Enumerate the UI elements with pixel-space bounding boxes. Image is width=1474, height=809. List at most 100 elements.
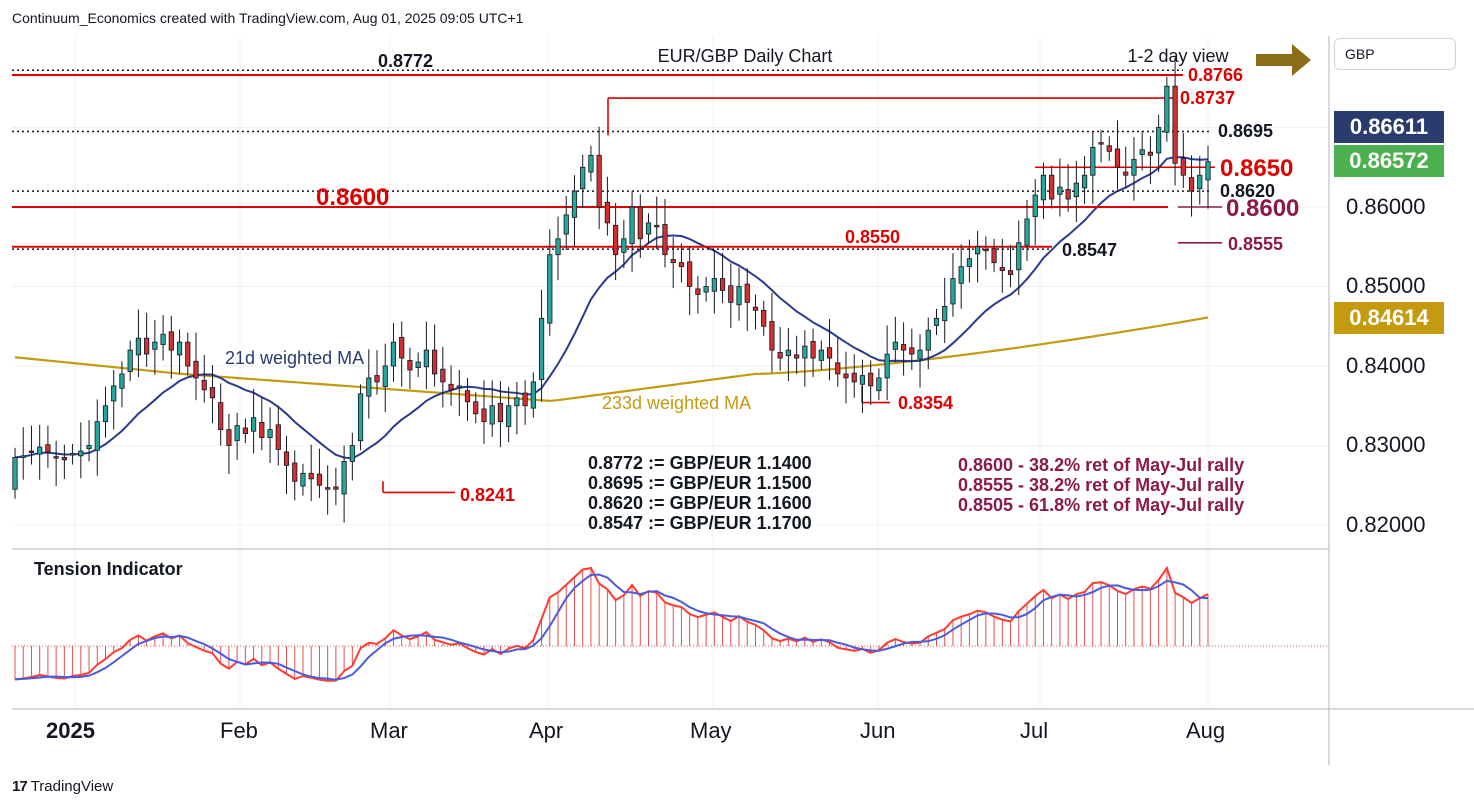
x-tick-label: Jun (860, 718, 896, 743)
currency-selector[interactable]: GBP (1334, 38, 1456, 70)
candle (711, 278, 717, 292)
candle (267, 429, 273, 438)
candle (859, 375, 866, 385)
level-label-08620: 0.8620 (1220, 181, 1275, 201)
candle (201, 379, 207, 391)
candle (275, 424, 281, 450)
candle (892, 341, 898, 350)
candle (168, 331, 174, 351)
candle (135, 337, 142, 356)
x-tick-label: Apr (529, 718, 564, 743)
candle (514, 397, 520, 407)
candle (925, 329, 931, 351)
candle (687, 261, 693, 287)
x-tick-label: Aug (1186, 718, 1226, 743)
ma21-path (14, 156, 1209, 460)
candle (374, 375, 380, 383)
candle (843, 373, 849, 379)
candle (28, 450, 35, 453)
candle (1007, 270, 1014, 275)
candle (448, 383, 454, 391)
candle (752, 306, 759, 311)
candle (777, 352, 783, 359)
candle (999, 267, 1005, 272)
candle (193, 360, 199, 379)
ma233-label: 233d weighted MA (602, 393, 751, 413)
candle (1139, 149, 1145, 155)
candle (1156, 127, 1162, 154)
indicator-title: Tension Indicator (34, 559, 183, 579)
notes-left: 0.8772 := GBP/EUR 1.1400 0.8695 := GBP/E… (588, 453, 812, 533)
candle (851, 372, 857, 383)
note-left: 0.8772 := GBP/EUR 1.1400 (588, 453, 812, 473)
candle (366, 377, 372, 397)
level-label-08766: 0.8766 (1188, 65, 1243, 85)
level-label-08600-right: 0.8600 (1226, 195, 1299, 222)
candle (176, 341, 183, 356)
candle (308, 472, 314, 480)
candle (357, 393, 364, 442)
candle (111, 385, 117, 402)
candle (506, 405, 512, 427)
candle (349, 445, 355, 462)
x-tick-label: May (690, 718, 732, 743)
candle (621, 238, 627, 253)
candle (1098, 142, 1104, 145)
candle (1032, 194, 1038, 217)
candle (185, 341, 191, 367)
candle (785, 349, 791, 357)
candle (53, 456, 59, 459)
view-label: 1-2 day view (1127, 46, 1229, 66)
candle (530, 381, 536, 409)
candle (69, 453, 76, 456)
candle (596, 154, 602, 208)
candle (382, 365, 388, 388)
candle (1073, 182, 1079, 198)
candle (1016, 242, 1022, 271)
x-tick-label: Jul (1020, 718, 1049, 743)
level-lines (12, 69, 1222, 494)
candle (283, 451, 290, 466)
candle (1106, 145, 1112, 152)
candle (1065, 189, 1071, 200)
candle (670, 259, 676, 264)
ma233-path (14, 316, 1209, 403)
right-arrow-icon (1256, 44, 1311, 76)
candle (917, 349, 923, 360)
candle (440, 368, 446, 383)
price-badge-ma21: 0.86611 (1334, 111, 1444, 143)
level-label-08600-left: 0.8600 (316, 184, 389, 211)
candle (547, 254, 553, 324)
candle (588, 154, 594, 173)
candle (538, 317, 545, 380)
chart-title: EUR/GBP Daily Chart (658, 46, 833, 66)
candle (555, 238, 561, 256)
level-label-08695: 0.8695 (1218, 121, 1273, 141)
candle (571, 190, 578, 218)
tradingview-logo[interactable]: 17 TradingView (12, 778, 114, 795)
level-label-08550: 0.8550 (845, 227, 900, 247)
candle (900, 344, 907, 351)
candle (719, 278, 726, 291)
candle (1123, 171, 1129, 176)
header-text: Continuum_Economics created with Trading… (12, 10, 524, 26)
candle (432, 349, 438, 375)
candles (12, 57, 1211, 523)
grid (12, 36, 1328, 708)
note-left: 0.8695 := GBP/EUR 1.1500 (588, 473, 812, 493)
candle (678, 262, 685, 268)
candle (991, 247, 997, 264)
candle (933, 317, 940, 326)
candle (613, 224, 619, 256)
candle (300, 472, 306, 487)
note-right: 0.8600 - 38.2% ret of May-Jul rally (958, 455, 1244, 475)
candle (12, 457, 18, 490)
candle (415, 361, 421, 368)
candle (1205, 161, 1211, 181)
level-label-08241: 0.8241 (460, 485, 515, 505)
level-label-08737: 0.8737 (1180, 88, 1235, 108)
candle (209, 387, 216, 399)
level-label-08547: 0.8547 (1062, 240, 1117, 260)
candle (728, 285, 734, 303)
